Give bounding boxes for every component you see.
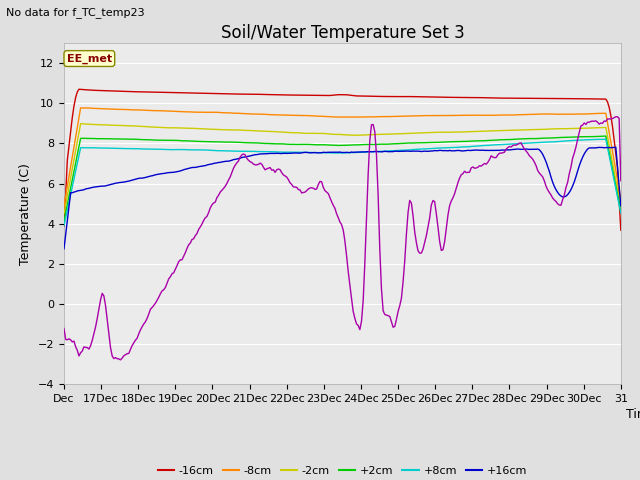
- Text: No data for f_TC_temp23: No data for f_TC_temp23: [6, 7, 145, 18]
- Title: Soil/Water Temperature Set 3: Soil/Water Temperature Set 3: [221, 24, 464, 42]
- Text: EE_met: EE_met: [67, 53, 112, 64]
- Y-axis label: Temperature (C): Temperature (C): [19, 163, 32, 264]
- Text: Time: Time: [627, 408, 640, 421]
